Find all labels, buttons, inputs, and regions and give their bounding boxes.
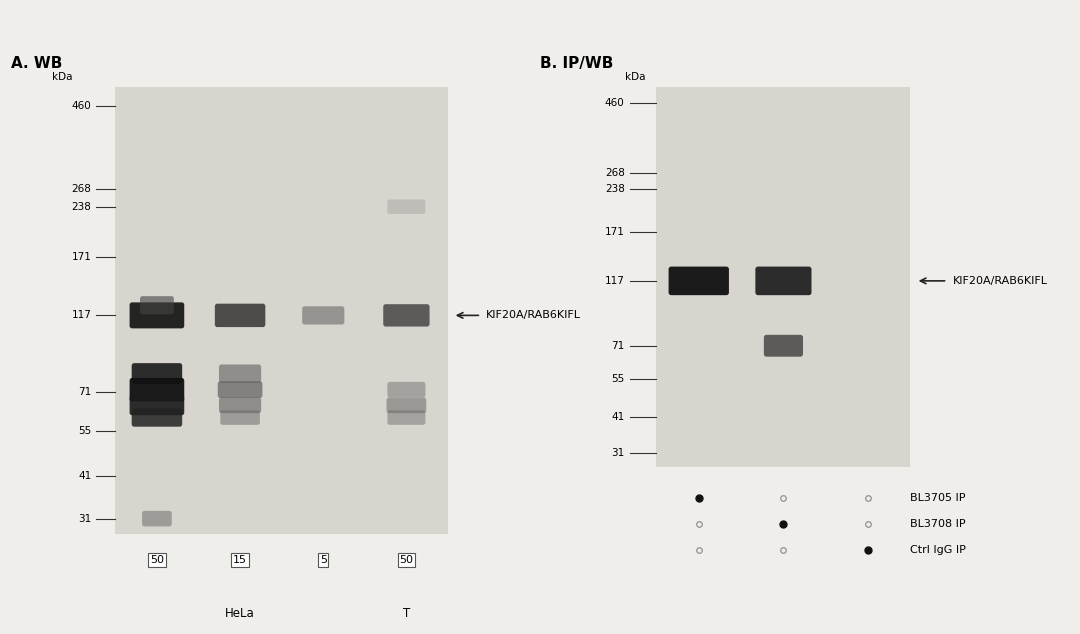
Text: B. IP/WB: B. IP/WB — [540, 56, 613, 71]
Text: 238: 238 — [605, 184, 624, 193]
FancyBboxPatch shape — [218, 382, 262, 398]
Text: 117: 117 — [71, 311, 92, 320]
Text: 71: 71 — [611, 340, 624, 351]
Text: 238: 238 — [71, 202, 92, 212]
Text: BL3708 IP: BL3708 IP — [910, 519, 967, 529]
FancyBboxPatch shape — [220, 410, 260, 425]
Text: 171: 171 — [605, 226, 624, 236]
FancyBboxPatch shape — [302, 306, 345, 325]
FancyBboxPatch shape — [388, 382, 426, 398]
Text: 117: 117 — [605, 276, 624, 286]
FancyBboxPatch shape — [387, 398, 427, 413]
FancyBboxPatch shape — [143, 511, 172, 526]
FancyBboxPatch shape — [130, 396, 185, 415]
Text: KIF20A/RAB6KIFL: KIF20A/RAB6KIFL — [953, 276, 1048, 286]
Text: 50: 50 — [400, 555, 414, 565]
Text: 15: 15 — [233, 555, 247, 565]
Text: kDa: kDa — [625, 72, 646, 82]
Text: 171: 171 — [71, 252, 92, 262]
Text: KIF20A/RAB6KIFL: KIF20A/RAB6KIFL — [486, 311, 581, 320]
Text: 268: 268 — [605, 168, 624, 178]
Text: 41: 41 — [79, 471, 92, 481]
Text: 31: 31 — [79, 514, 92, 524]
Text: Ctrl IgG IP: Ctrl IgG IP — [910, 545, 967, 555]
FancyBboxPatch shape — [657, 87, 910, 467]
FancyBboxPatch shape — [388, 410, 426, 425]
FancyBboxPatch shape — [219, 398, 261, 413]
Text: 5: 5 — [320, 555, 327, 565]
Text: 460: 460 — [605, 98, 624, 108]
FancyBboxPatch shape — [116, 87, 448, 534]
Text: 55: 55 — [79, 426, 92, 436]
Text: 55: 55 — [611, 374, 624, 384]
FancyBboxPatch shape — [383, 304, 430, 327]
Text: 460: 460 — [72, 101, 92, 111]
FancyBboxPatch shape — [669, 266, 729, 295]
FancyBboxPatch shape — [130, 302, 185, 328]
FancyBboxPatch shape — [755, 266, 811, 295]
Text: 268: 268 — [71, 184, 92, 193]
FancyBboxPatch shape — [764, 335, 804, 357]
Text: 31: 31 — [611, 448, 624, 458]
FancyBboxPatch shape — [132, 363, 183, 384]
Text: 50: 50 — [150, 555, 164, 565]
FancyBboxPatch shape — [219, 365, 261, 383]
Text: 41: 41 — [611, 412, 624, 422]
Text: BL3705 IP: BL3705 IP — [910, 493, 966, 503]
Text: A. WB: A. WB — [11, 56, 63, 71]
FancyBboxPatch shape — [140, 296, 174, 314]
Text: T: T — [403, 607, 410, 620]
Text: HeLa: HeLa — [226, 607, 255, 620]
Text: kDa: kDa — [52, 72, 72, 82]
FancyBboxPatch shape — [215, 304, 266, 327]
Text: 71: 71 — [79, 387, 92, 397]
FancyBboxPatch shape — [130, 378, 185, 401]
FancyBboxPatch shape — [388, 200, 426, 214]
FancyBboxPatch shape — [132, 408, 183, 427]
